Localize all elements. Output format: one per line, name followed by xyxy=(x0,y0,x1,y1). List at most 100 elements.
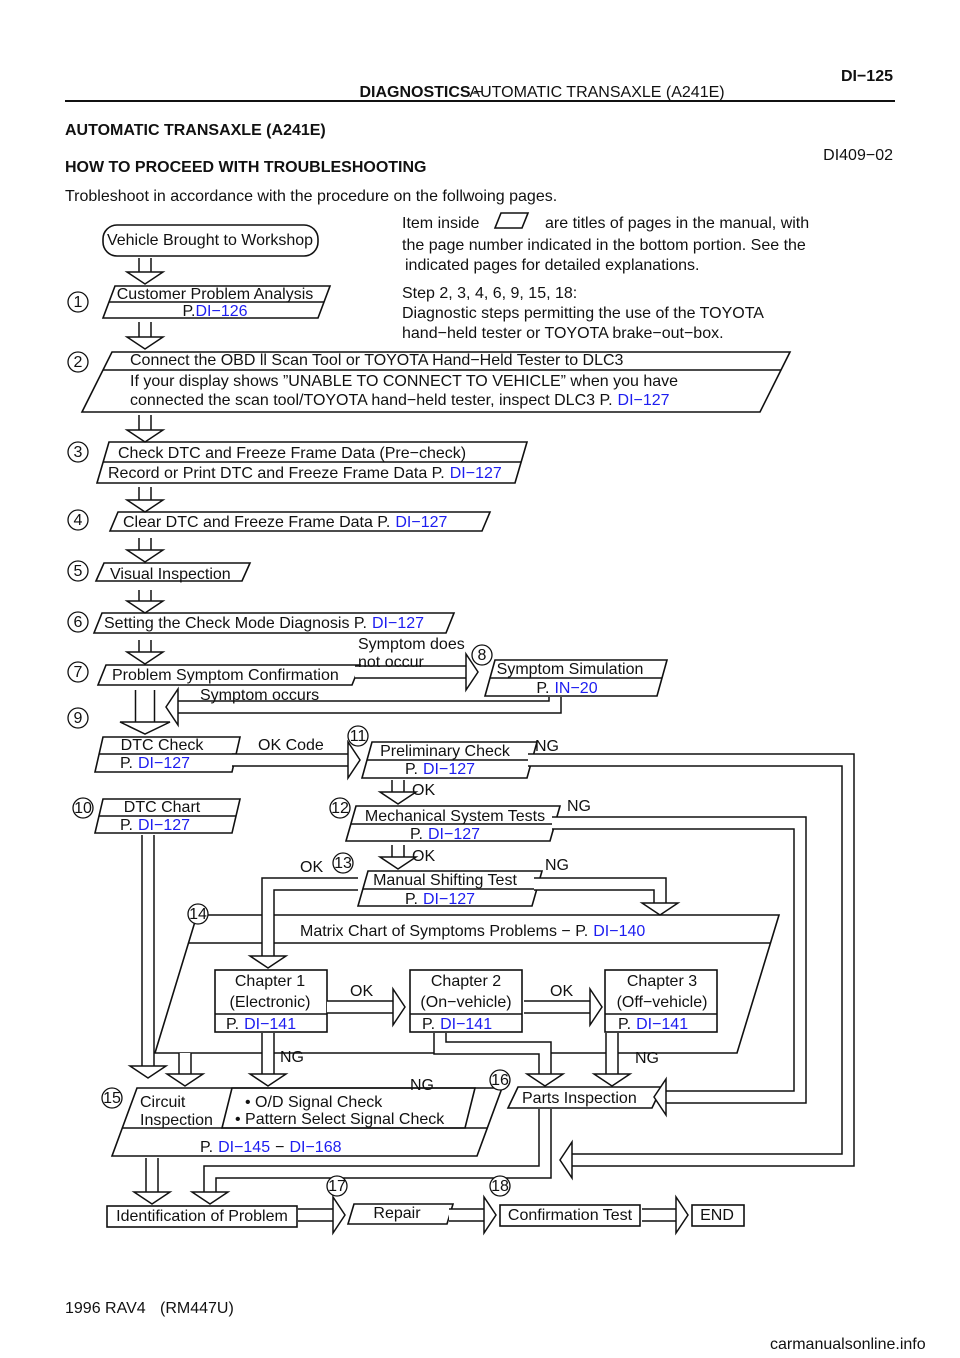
flow-arrow-head xyxy=(119,721,171,735)
text-segment: Record or Print DTC and Freeze Frame Dat… xyxy=(108,465,445,482)
end-box xyxy=(691,1204,745,1227)
flow-arrow-head xyxy=(639,902,681,916)
step-box xyxy=(93,798,242,834)
text-segment: P. xyxy=(405,761,418,778)
step-label: Symptom Simulation xyxy=(497,661,644,678)
step-ref: P. IN−20 xyxy=(536,680,597,697)
flow-arrow-head xyxy=(165,686,179,728)
start-label: Vehicle Brought to Workshop xyxy=(107,232,313,249)
chapter-title: Chapter 3 xyxy=(627,973,697,990)
step-number: 14 xyxy=(189,906,207,923)
text-segment: P. xyxy=(120,755,133,772)
step-label: Clear DTC and Freeze Frame Data P. DI−127 xyxy=(123,514,448,531)
step-label: DTC Chart xyxy=(124,799,201,816)
flow-arrow-head xyxy=(589,986,603,1028)
step-label: Problem Symptom Confirmation xyxy=(112,667,339,684)
step-box xyxy=(220,1087,477,1129)
flow-arrow-head xyxy=(124,336,166,350)
step-box xyxy=(153,914,781,1054)
identification-box xyxy=(106,1205,298,1228)
step-label: Setting the Check Mode Diagnosis P. DI−12… xyxy=(104,615,424,632)
page-link: DI−140 xyxy=(593,923,645,940)
step-number: 8 xyxy=(478,647,487,664)
step-number: 6 xyxy=(74,614,83,631)
step-number-circle xyxy=(332,852,354,874)
step-box xyxy=(108,511,492,532)
text-segment: P. xyxy=(200,1139,213,1156)
step-label: Matrix Chart of Symptoms Problems − P. DI… xyxy=(300,923,645,940)
branch-label: OK xyxy=(300,859,323,876)
step-number: 5 xyxy=(74,563,83,580)
branch-label: Symptom occurs xyxy=(200,687,319,704)
doc-code: DI409−02 xyxy=(823,147,893,164)
header-section: DIAGNOSTICS xyxy=(359,84,470,101)
identification-label: Identification of Problem xyxy=(116,1208,288,1225)
legend-text: the page number indicated in the bottom … xyxy=(402,237,806,254)
legend-text: indicated pages for detailed explanation… xyxy=(405,257,699,274)
page-link: DI−141 xyxy=(440,1016,492,1033)
step-number: 17 xyxy=(328,1178,346,1195)
legend-text: are titles of pages in the manual, with xyxy=(545,215,809,232)
step-number: 3 xyxy=(74,444,83,461)
chapter-scope: (On−vehicle) xyxy=(420,994,511,1011)
text-segment: connected the scan tool/TOYOTA hand−held… xyxy=(130,392,613,409)
chapter-box xyxy=(604,969,718,1033)
step-number: 4 xyxy=(74,512,83,529)
branch-label: NG xyxy=(280,1049,304,1066)
flow-arrow-head xyxy=(124,499,166,513)
page-link: DI−127 xyxy=(372,615,424,632)
step-number-circle xyxy=(489,1069,511,1091)
branch-label: NG xyxy=(535,738,559,755)
flow-arrow-shaft xyxy=(262,878,358,956)
step-number: 9 xyxy=(74,710,83,727)
flow-arrow-head xyxy=(465,651,479,693)
start-box xyxy=(102,224,319,257)
branch-label: OK xyxy=(412,782,435,799)
page-link: DI−127 xyxy=(618,392,670,409)
step-box xyxy=(360,741,539,779)
flow-arrow-shaft xyxy=(552,817,806,1103)
step-label: Check DTC and Freeze Frame Data (Pre−che… xyxy=(118,445,466,462)
branch-label: OK xyxy=(412,848,435,865)
step-ref: P. DI−127 xyxy=(120,755,190,772)
header-separator: − xyxy=(473,84,482,101)
page-link: DI−145 xyxy=(218,1139,270,1156)
step-number-circle xyxy=(326,1175,348,1197)
page-link: DI−127 xyxy=(138,817,190,834)
flow-arrow-head xyxy=(131,1191,173,1205)
step-number: 13 xyxy=(334,855,352,872)
flow-arrow-head xyxy=(377,856,419,870)
chapter-scope: (Electronic) xyxy=(230,994,311,1011)
step-label: DTC Check xyxy=(121,737,205,754)
step-number-circle xyxy=(67,707,89,729)
step-box xyxy=(506,1086,664,1109)
chapter-ref: P. DI−141 xyxy=(226,1016,296,1033)
step-number: 18 xyxy=(491,1178,509,1195)
page-link: DI−168 xyxy=(289,1139,341,1156)
step-label: Repair xyxy=(373,1205,421,1222)
end-label: END xyxy=(700,1207,734,1224)
page-link: DI−126 xyxy=(196,303,248,320)
step-number: 2 xyxy=(74,354,83,371)
step-ref: P. DI−127 xyxy=(120,817,190,834)
flow-arrow-head xyxy=(124,271,166,285)
text-segment: P. xyxy=(536,680,549,697)
legend-icon xyxy=(493,212,530,229)
text-segment: P. xyxy=(226,1016,239,1033)
flow-arrow-head xyxy=(332,1194,346,1236)
step-box xyxy=(95,441,529,484)
step-number-circle xyxy=(329,797,351,819)
flow-arrow-shaft xyxy=(434,1033,551,1074)
step-number-circle xyxy=(67,661,89,683)
step-box xyxy=(344,805,562,842)
step-number-circle xyxy=(67,441,89,463)
branch-label: not occur xyxy=(358,654,424,671)
step-label: Visual Inspection xyxy=(110,566,231,583)
step-number: 16 xyxy=(491,1072,509,1089)
chapter-ref: P. DI−141 xyxy=(422,1016,492,1033)
chapter-title: Chapter 2 xyxy=(431,973,501,990)
chapter-title: Chapter 1 xyxy=(235,973,305,990)
step-label: If your display shows ”UNABLE TO CONNECT… xyxy=(130,373,678,390)
footer-model: 1996 RAV4 xyxy=(65,1300,146,1317)
step-number-circle xyxy=(72,797,94,819)
